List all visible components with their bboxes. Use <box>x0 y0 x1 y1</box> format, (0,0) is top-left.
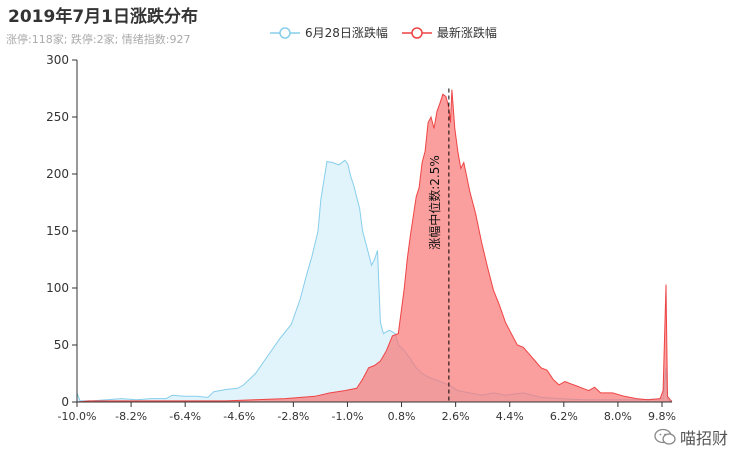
series-line-1 <box>76 89 673 403</box>
axis-layer: 0 50 100 150 200 250 300 -10.0% -8.2% -6.4% -4.6% -… <box>46 53 676 423</box>
y-tick-label: 150 <box>46 224 69 238</box>
x-tick-label: 6.2% <box>550 410 578 423</box>
x-tick-label: 4.4% <box>496 410 524 423</box>
y-tick-label: 100 <box>46 281 69 295</box>
y-tick-label: 50 <box>54 338 69 352</box>
series-layer <box>76 89 673 403</box>
legend-label-prev: 6月28日涨跌幅 <box>305 26 388 40</box>
legend-item-latest[interactable]: 最新涨跌幅 <box>401 24 497 41</box>
series-area-0 <box>77 160 672 402</box>
legend-item-prev[interactable]: 6月28日涨跌幅 <box>270 24 388 41</box>
x-tick-label: 9.8% <box>648 410 676 423</box>
x-tick-label: 0.8% <box>388 410 416 423</box>
median-annotation-label: 涨幅中位数:2.5% <box>427 155 442 250</box>
legend-marker-latest <box>401 26 432 39</box>
legend: 6月28日涨跌幅 最新涨跌幅 <box>270 24 511 41</box>
wechat-icon <box>654 428 676 445</box>
chart-subtitle: 涨停:118家; 跌停:2家; 情绪指数:927 <box>6 33 191 46</box>
x-tick-label: 2.6% <box>442 410 470 423</box>
legend-label-latest: 最新涨跌幅 <box>436 26 497 40</box>
x-tick-label: -4.6% <box>223 410 255 423</box>
x-tick-label: -1.0% <box>331 410 363 423</box>
x-tick-label: -6.4% <box>169 410 201 423</box>
y-tick-label: 300 <box>46 53 69 67</box>
chart-title: 2019年7月1日涨跌分布 <box>8 7 198 27</box>
legend-marker-prev <box>270 26 300 39</box>
x-tick-label: -8.2% <box>115 410 147 423</box>
x-tick-label: 8.0% <box>604 410 632 423</box>
x-tick-label: -10.0% <box>58 410 97 423</box>
y-tick-label: 0 <box>61 395 69 409</box>
y-tick-label: 250 <box>46 110 69 124</box>
x-tick-label: -2.8% <box>277 410 309 423</box>
watermark: 喵招财 <box>654 425 728 449</box>
annotation-layer: 涨幅中位数:2.5% <box>427 88 450 402</box>
y-tick-label: 200 <box>46 167 69 181</box>
watermark-text: 喵招财 <box>679 429 728 448</box>
